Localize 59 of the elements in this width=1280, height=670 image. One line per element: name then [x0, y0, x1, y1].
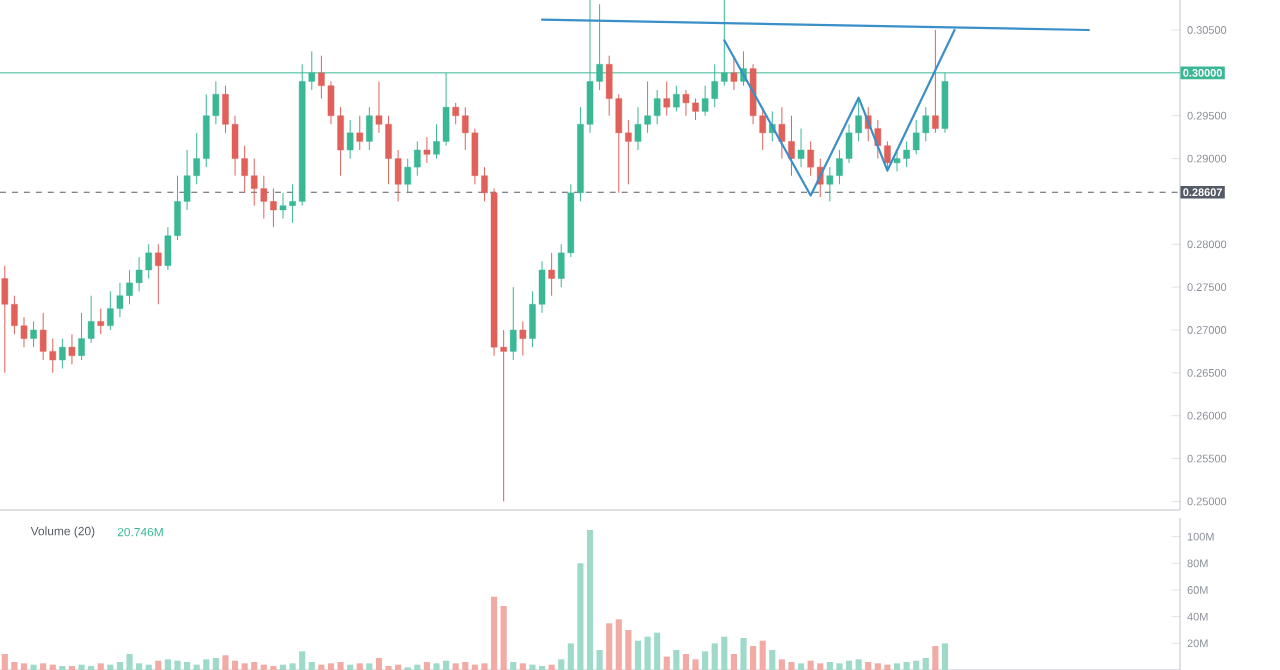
candlestick [509, 286, 517, 361]
candlestick [663, 80, 671, 117]
candlestick [519, 320, 527, 357]
bar [797, 663, 805, 670]
bar [673, 650, 680, 670]
bar [548, 664, 555, 670]
candlestick [932, 29, 939, 134]
candlestick [59, 338, 66, 370]
candlestick [346, 119, 354, 160]
bar [634, 640, 642, 670]
bar [347, 664, 354, 670]
bar [558, 659, 565, 670]
candlestick [366, 106, 373, 151]
candlestick [730, 55, 738, 91]
bar [606, 623, 613, 670]
bar [922, 658, 929, 670]
bar [49, 664, 56, 670]
candlestick [797, 128, 805, 168]
bar [279, 664, 287, 670]
bar [730, 654, 737, 670]
bar [97, 663, 104, 670]
bar [366, 663, 373, 670]
bar [20, 663, 28, 670]
bar [750, 646, 757, 670]
bar [759, 640, 766, 670]
bar [423, 662, 430, 670]
candlestick [356, 115, 364, 151]
bar [30, 664, 37, 670]
candlestick [68, 333, 76, 365]
bar [855, 659, 862, 670]
bar [500, 606, 507, 670]
bar [318, 664, 325, 670]
bar [308, 662, 315, 670]
bar [941, 643, 949, 670]
candlestick [673, 85, 680, 112]
bar [932, 646, 939, 670]
bar [327, 663, 335, 670]
candlestick [30, 320, 37, 348]
bar [586, 530, 594, 670]
bar [155, 660, 162, 670]
bar [337, 662, 344, 670]
candlestick [155, 243, 162, 305]
bar [740, 638, 747, 670]
bar [596, 650, 603, 670]
bar [510, 662, 517, 670]
bar [107, 664, 114, 670]
candlestick [97, 308, 104, 335]
bar [145, 664, 152, 670]
candlestick [423, 136, 431, 164]
bar [40, 663, 47, 670]
bar [769, 650, 776, 670]
bar [663, 656, 670, 670]
bar [893, 663, 901, 670]
bar [212, 658, 219, 670]
bar [519, 663, 526, 670]
bar [865, 662, 872, 670]
bar [356, 663, 363, 670]
bar [702, 651, 709, 670]
candlestick [548, 252, 555, 297]
